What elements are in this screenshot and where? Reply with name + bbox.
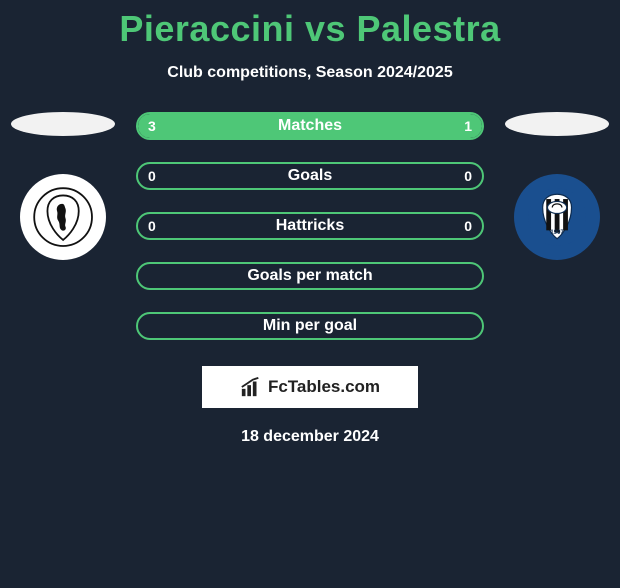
subtitle: Club competitions, Season 2024/2025 <box>0 64 620 82</box>
stat-label: Goals <box>138 167 482 185</box>
stat-value-right: 0 <box>464 168 472 184</box>
left-team-badge <box>20 174 106 260</box>
stat-bar: 3Matches1 <box>136 112 484 140</box>
stat-label: Matches <box>138 117 482 135</box>
stat-label: Hattricks <box>138 217 482 235</box>
stat-value-right: 1 <box>464 118 472 134</box>
svg-text:1907: 1907 <box>550 230 564 236</box>
content-row: 3Matches10Goals00Hattricks0Goals per mat… <box>0 112 620 340</box>
stat-bar: 0Hattricks0 <box>136 212 484 240</box>
left-oval <box>11 112 115 136</box>
date-text: 18 december 2024 <box>0 428 620 446</box>
stat-label: Min per goal <box>138 317 482 335</box>
left-side <box>8 112 118 260</box>
seahorse-shield-icon <box>33 187 93 247</box>
brand-text: FcTables.com <box>268 377 380 397</box>
stat-bar: Goals per match <box>136 262 484 290</box>
page-title: Pieraccini vs Palestra <box>0 8 620 50</box>
right-oval <box>505 112 609 136</box>
bar-chart-icon <box>240 376 262 398</box>
right-team-badge: 1907 <box>514 174 600 260</box>
striped-shield-icon: 1907 <box>527 187 587 247</box>
stat-value-right: 0 <box>464 218 472 234</box>
brand-box[interactable]: FcTables.com <box>202 366 418 408</box>
stat-label: Goals per match <box>138 267 482 285</box>
stat-bar: 0Goals0 <box>136 162 484 190</box>
right-side: 1907 <box>502 112 612 260</box>
stat-bar: Min per goal <box>136 312 484 340</box>
comparison-card: Pieraccini vs Palestra Club competitions… <box>0 8 620 446</box>
stat-bars: 3Matches10Goals00Hattricks0Goals per mat… <box>118 112 502 340</box>
